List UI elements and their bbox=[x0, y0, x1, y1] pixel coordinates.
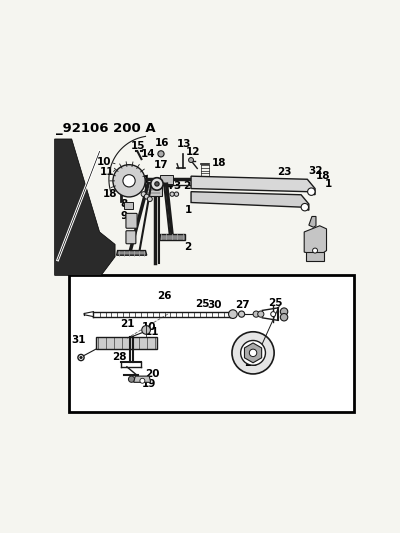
Circle shape bbox=[249, 349, 257, 357]
Text: 30: 30 bbox=[207, 300, 222, 310]
Text: 4: 4 bbox=[142, 175, 149, 185]
Circle shape bbox=[147, 197, 152, 201]
Circle shape bbox=[144, 194, 149, 199]
Text: 6: 6 bbox=[117, 180, 124, 190]
Circle shape bbox=[128, 376, 135, 382]
Text: 10: 10 bbox=[141, 322, 156, 333]
Circle shape bbox=[113, 165, 145, 197]
Text: 16: 16 bbox=[155, 138, 170, 148]
Polygon shape bbox=[96, 337, 157, 349]
Circle shape bbox=[78, 354, 84, 361]
Polygon shape bbox=[55, 139, 115, 276]
Circle shape bbox=[141, 192, 146, 197]
Polygon shape bbox=[191, 192, 309, 210]
Circle shape bbox=[232, 332, 274, 374]
Text: 29: 29 bbox=[244, 358, 258, 368]
FancyBboxPatch shape bbox=[160, 175, 173, 184]
Circle shape bbox=[140, 378, 145, 383]
Circle shape bbox=[80, 356, 82, 359]
Text: 4: 4 bbox=[166, 181, 173, 191]
Text: 17: 17 bbox=[154, 160, 168, 170]
Text: 25: 25 bbox=[268, 298, 283, 308]
Text: 15: 15 bbox=[131, 141, 146, 151]
FancyBboxPatch shape bbox=[126, 231, 136, 244]
Text: 12: 12 bbox=[186, 147, 201, 157]
Circle shape bbox=[123, 175, 135, 187]
FancyBboxPatch shape bbox=[69, 276, 354, 412]
Circle shape bbox=[142, 326, 150, 334]
Text: 14: 14 bbox=[141, 149, 156, 159]
Text: 7: 7 bbox=[120, 168, 128, 179]
Circle shape bbox=[170, 192, 174, 196]
Circle shape bbox=[312, 248, 318, 253]
Circle shape bbox=[228, 310, 237, 318]
Circle shape bbox=[155, 182, 159, 186]
Text: 26: 26 bbox=[157, 292, 171, 302]
Text: 25: 25 bbox=[195, 299, 210, 309]
Circle shape bbox=[188, 158, 194, 163]
Polygon shape bbox=[117, 251, 147, 255]
Text: 13: 13 bbox=[177, 139, 191, 149]
Text: 18: 18 bbox=[316, 171, 330, 181]
Text: 1: 1 bbox=[185, 205, 192, 215]
Polygon shape bbox=[306, 252, 324, 261]
Text: 27: 27 bbox=[235, 300, 250, 310]
FancyBboxPatch shape bbox=[144, 182, 162, 196]
Circle shape bbox=[258, 311, 264, 317]
Text: 10: 10 bbox=[97, 157, 112, 167]
Circle shape bbox=[158, 151, 164, 157]
Text: _92106 200 A: _92106 200 A bbox=[56, 122, 156, 135]
Polygon shape bbox=[309, 216, 316, 227]
Circle shape bbox=[253, 311, 259, 317]
Text: 11: 11 bbox=[100, 166, 114, 176]
Polygon shape bbox=[159, 233, 185, 240]
Text: 18: 18 bbox=[212, 158, 226, 168]
Text: 21: 21 bbox=[120, 319, 134, 329]
Circle shape bbox=[308, 188, 315, 196]
Text: 8: 8 bbox=[120, 199, 128, 209]
Text: 2: 2 bbox=[184, 242, 192, 252]
Text: 19: 19 bbox=[141, 379, 156, 390]
Text: 9: 9 bbox=[121, 211, 128, 221]
Polygon shape bbox=[191, 176, 315, 195]
Text: 3: 3 bbox=[173, 181, 180, 191]
Circle shape bbox=[174, 192, 179, 196]
Text: 5: 5 bbox=[120, 183, 128, 193]
Text: 18: 18 bbox=[103, 189, 118, 199]
Circle shape bbox=[241, 341, 266, 365]
FancyBboxPatch shape bbox=[124, 202, 133, 209]
Circle shape bbox=[301, 204, 308, 211]
Circle shape bbox=[151, 177, 163, 190]
Polygon shape bbox=[244, 343, 262, 363]
Polygon shape bbox=[134, 376, 151, 382]
Circle shape bbox=[238, 311, 245, 317]
Text: 31: 31 bbox=[71, 335, 86, 345]
Text: 23: 23 bbox=[277, 166, 291, 176]
Circle shape bbox=[271, 312, 276, 317]
Text: 32: 32 bbox=[309, 166, 323, 175]
Text: 20: 20 bbox=[145, 369, 160, 379]
Circle shape bbox=[280, 308, 288, 316]
Polygon shape bbox=[304, 226, 326, 255]
Text: 22: 22 bbox=[183, 181, 197, 191]
FancyBboxPatch shape bbox=[126, 213, 137, 228]
Text: 28: 28 bbox=[112, 352, 127, 361]
Text: 1: 1 bbox=[325, 179, 332, 189]
Circle shape bbox=[280, 313, 288, 321]
Text: 11: 11 bbox=[144, 327, 159, 337]
